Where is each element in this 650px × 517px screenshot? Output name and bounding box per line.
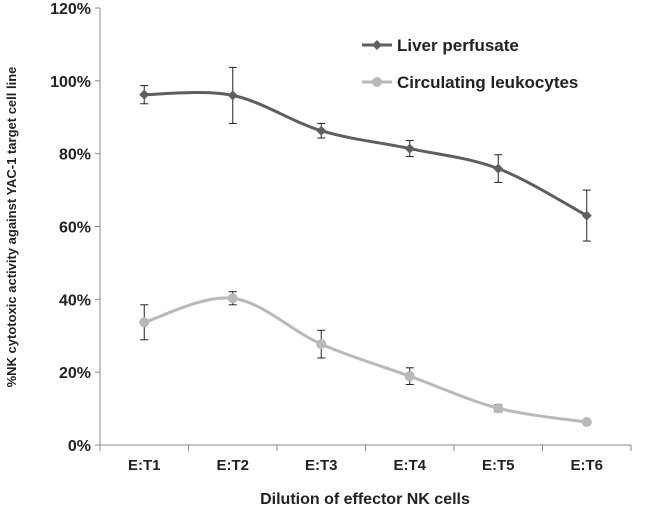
x-tick-label: E:T6 <box>570 457 603 474</box>
data-point-diamond <box>493 163 504 174</box>
x-tick-label: E:T5 <box>482 457 515 474</box>
x-tick-label: E:T4 <box>393 457 426 474</box>
data-point-diamond <box>139 89 150 100</box>
y-axis-label: %NK cytotoxic activity against YAC-1 tar… <box>4 67 19 388</box>
y-tick-label: 40% <box>59 292 91 309</box>
data-point-diamond <box>372 40 382 50</box>
x-tick-label: E:T2 <box>216 457 249 474</box>
y-tick-label: 100% <box>50 74 91 91</box>
x-axis-label: Dilution of effector NK cells <box>260 491 470 508</box>
data-point-diamond <box>581 210 592 221</box>
data-point-diamond <box>316 125 327 136</box>
series-line <box>143 296 587 424</box>
legend: Liver perfusate Circulating leukocytes <box>362 36 578 92</box>
series-line <box>144 91 588 217</box>
x-tick-label: E:T3 <box>305 457 338 474</box>
data-point-circle <box>581 417 592 428</box>
legend-label: Liver perfusate <box>397 36 519 55</box>
data-point-circle <box>316 339 327 350</box>
data-point-circle <box>227 293 238 304</box>
legend-label: Circulating leukocytes <box>397 73 578 92</box>
y-tick-label: 120% <box>50 1 91 18</box>
x-tick-label: E:T1 <box>128 457 161 474</box>
y-tick-label: 20% <box>59 365 91 382</box>
y-tick-label: 80% <box>59 147 91 164</box>
data-point-circle <box>404 371 415 382</box>
data-point-circle <box>372 77 382 87</box>
data-point-circle <box>139 317 150 328</box>
y-tick-label: 0% <box>68 438 91 455</box>
data-point-diamond <box>227 90 238 101</box>
data-point-circle <box>493 403 504 414</box>
data-point-diamond <box>404 143 415 154</box>
y-tick-label: 60% <box>59 220 91 237</box>
